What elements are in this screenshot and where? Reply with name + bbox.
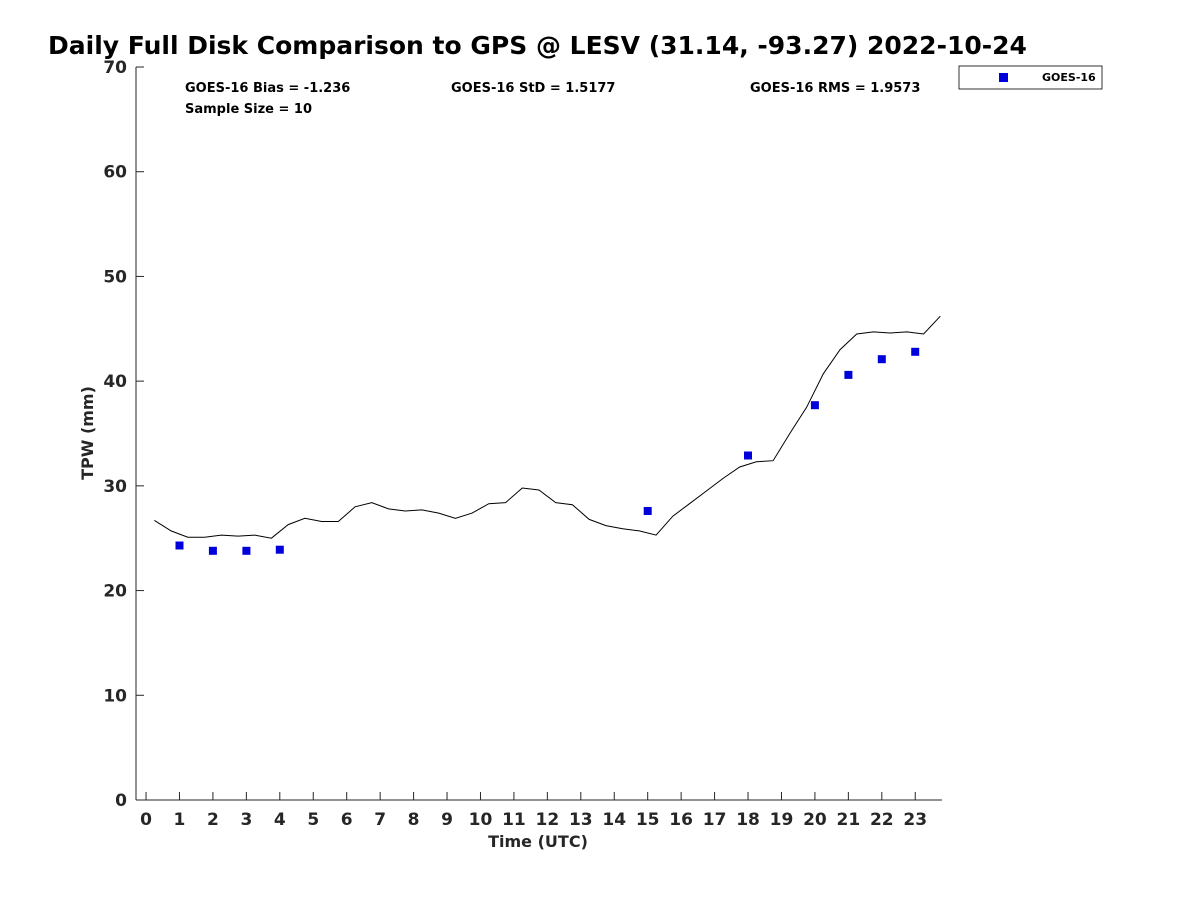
x-tick-label: 16 <box>669 810 693 830</box>
gps-line <box>154 315 941 539</box>
x-tick-label: 12 <box>536 810 560 830</box>
goes16-point <box>175 541 184 550</box>
sample-size-stat: Sample Size = 10 <box>185 102 312 117</box>
x-tick-label: 2 <box>207 810 219 830</box>
x-tick-label: 18 <box>736 810 760 830</box>
legend: GOES-16 <box>958 65 1103 90</box>
x-tick-label: 14 <box>602 810 626 830</box>
x-tick-label: 22 <box>870 810 894 830</box>
x-tick-label: 1 <box>174 810 186 830</box>
x-tick-label: 13 <box>569 810 593 830</box>
x-tick-label: 7 <box>374 810 386 830</box>
legend-marker-goes16 <box>999 73 1008 82</box>
x-axis-label: Time (UTC) <box>488 832 588 851</box>
x-tick-label: 5 <box>307 810 319 830</box>
x-tick-label: 20 <box>803 810 827 830</box>
x-tick-label: 23 <box>903 810 927 830</box>
x-tick-label: 15 <box>636 810 660 830</box>
y-tick-label: 60 <box>103 163 127 183</box>
plot-axes <box>135 67 942 801</box>
std-stat: GOES-16 StD = 1.5177 <box>451 81 615 96</box>
x-tick-label: 0 <box>140 810 152 830</box>
goes16-point <box>242 546 251 555</box>
goes16-point <box>911 347 920 356</box>
bias-stat: GOES-16 Bias = -1.236 <box>185 81 350 96</box>
x-tick-label: 6 <box>341 810 353 830</box>
y-tick-label: 0 <box>115 791 127 811</box>
y-tick-label: 30 <box>103 477 127 497</box>
goes16-point <box>744 451 752 460</box>
series-layer <box>154 315 941 555</box>
y-tick-label: 50 <box>103 267 127 287</box>
goes16-point <box>877 355 886 364</box>
y-tick-label: 40 <box>103 372 127 392</box>
x-tick-label: 10 <box>469 810 493 830</box>
chart-title: Daily Full Disk Comparison to GPS @ LESV… <box>48 31 1027 60</box>
goes16-point <box>844 370 853 379</box>
x-tick-label: 11 <box>502 810 526 830</box>
goes16-point <box>810 401 819 410</box>
goes16-point <box>643 507 652 515</box>
x-tick-label: 8 <box>408 810 420 830</box>
x-tick-label: 19 <box>770 810 794 830</box>
y-tick-label: 10 <box>103 686 127 706</box>
x-tick-label: 4 <box>274 810 286 830</box>
rms-stat: GOES-16 RMS = 1.9573 <box>750 81 920 96</box>
y-tick-label: 20 <box>103 582 127 602</box>
x-tick-label: 9 <box>441 810 453 830</box>
legend-box <box>958 65 1103 90</box>
legend-label-goes16: GOES-16 <box>1042 71 1096 84</box>
x-tick-label: 21 <box>837 810 861 830</box>
x-tick-label: 3 <box>240 810 252 830</box>
goes16-point <box>208 546 217 555</box>
y-tick-label: 70 <box>103 58 127 78</box>
y-axis-label: TPW (mm) <box>78 386 97 480</box>
goes16-point <box>275 545 284 554</box>
x-tick-label: 17 <box>703 810 727 830</box>
